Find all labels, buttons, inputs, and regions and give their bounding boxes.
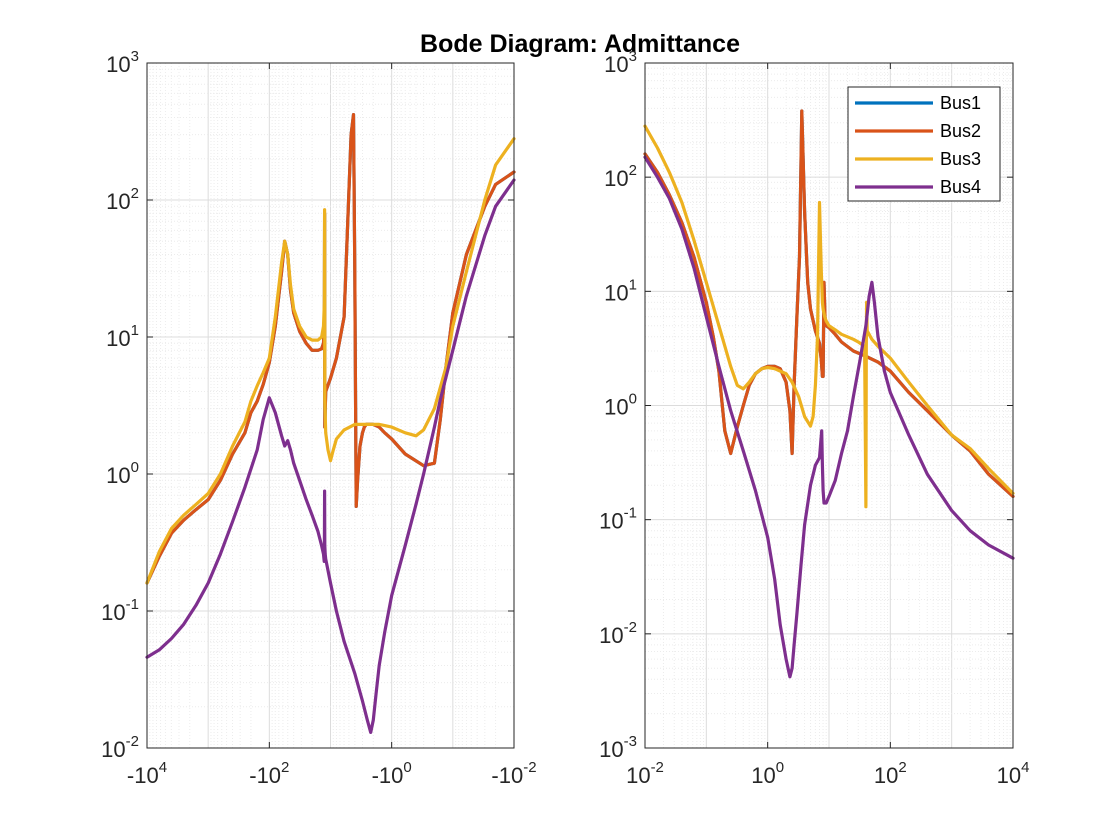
y-tick-label: 10-2: [101, 733, 139, 762]
x-tick-label: 104: [997, 759, 1030, 788]
y-tick-label: 10-2: [599, 619, 637, 648]
x-tick-label: -10-2: [491, 759, 536, 788]
legend-label: Bus3: [940, 149, 981, 169]
y-tick-label: 100: [106, 459, 139, 488]
series-line-bus4: [643, 155, 1015, 679]
x-tick-label: -100: [372, 759, 412, 788]
legend: Bus1 Bus2 Bus3 Bus4: [847, 86, 1001, 202]
y-tick-label: 102: [604, 162, 637, 191]
y-tick-label: 103: [106, 48, 139, 77]
x-tick-label: -104: [127, 759, 167, 788]
series-line-bus3: [643, 124, 1015, 509]
series-group: [643, 109, 1015, 679]
legend-label: Bus1: [940, 93, 981, 113]
legend-box: [847, 86, 1001, 202]
axes-frame: [146, 62, 515, 749]
y-tick-label: 100: [604, 391, 637, 420]
series-line-bus2: [145, 112, 516, 585]
x-tick-label: -102: [249, 759, 289, 788]
grid: [147, 63, 515, 749]
y-tick-label: 103: [604, 48, 637, 77]
y-tick-label: 10-1: [599, 505, 637, 534]
y-tick-label: 101: [604, 276, 637, 305]
y-tick-label: 102: [106, 185, 139, 214]
series-line-bus3: [145, 137, 516, 585]
series-line-bus4: [145, 178, 516, 735]
legend-label: Bus4: [940, 177, 981, 197]
y-tick-label: 10-1: [101, 596, 139, 625]
x-tick-label: 102: [874, 759, 907, 788]
series-group: [145, 112, 516, 735]
y-tick-label: 101: [106, 322, 139, 351]
chart-title: Bode Diagram: Admittance: [420, 30, 740, 58]
x-tick-label: 100: [751, 759, 784, 788]
y-tick-label: 10-3: [599, 733, 637, 762]
x-tick-label: 10-2: [626, 759, 664, 788]
axes-left: -104 -102 -100 -10-2 10-2 10-1 100 101 102 103: [101, 48, 536, 788]
legend-label: Bus2: [940, 121, 981, 141]
